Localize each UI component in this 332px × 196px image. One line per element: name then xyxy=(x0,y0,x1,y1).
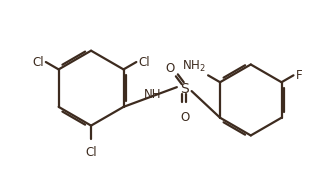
Text: NH: NH xyxy=(143,88,161,101)
Text: Cl: Cl xyxy=(85,146,97,159)
Text: O: O xyxy=(180,111,189,124)
Text: Cl: Cl xyxy=(32,55,44,69)
Text: F: F xyxy=(295,69,302,82)
Text: Cl: Cl xyxy=(138,55,150,69)
Text: NH$_2$: NH$_2$ xyxy=(182,59,206,74)
Text: S: S xyxy=(180,82,189,96)
Text: O: O xyxy=(165,62,175,75)
